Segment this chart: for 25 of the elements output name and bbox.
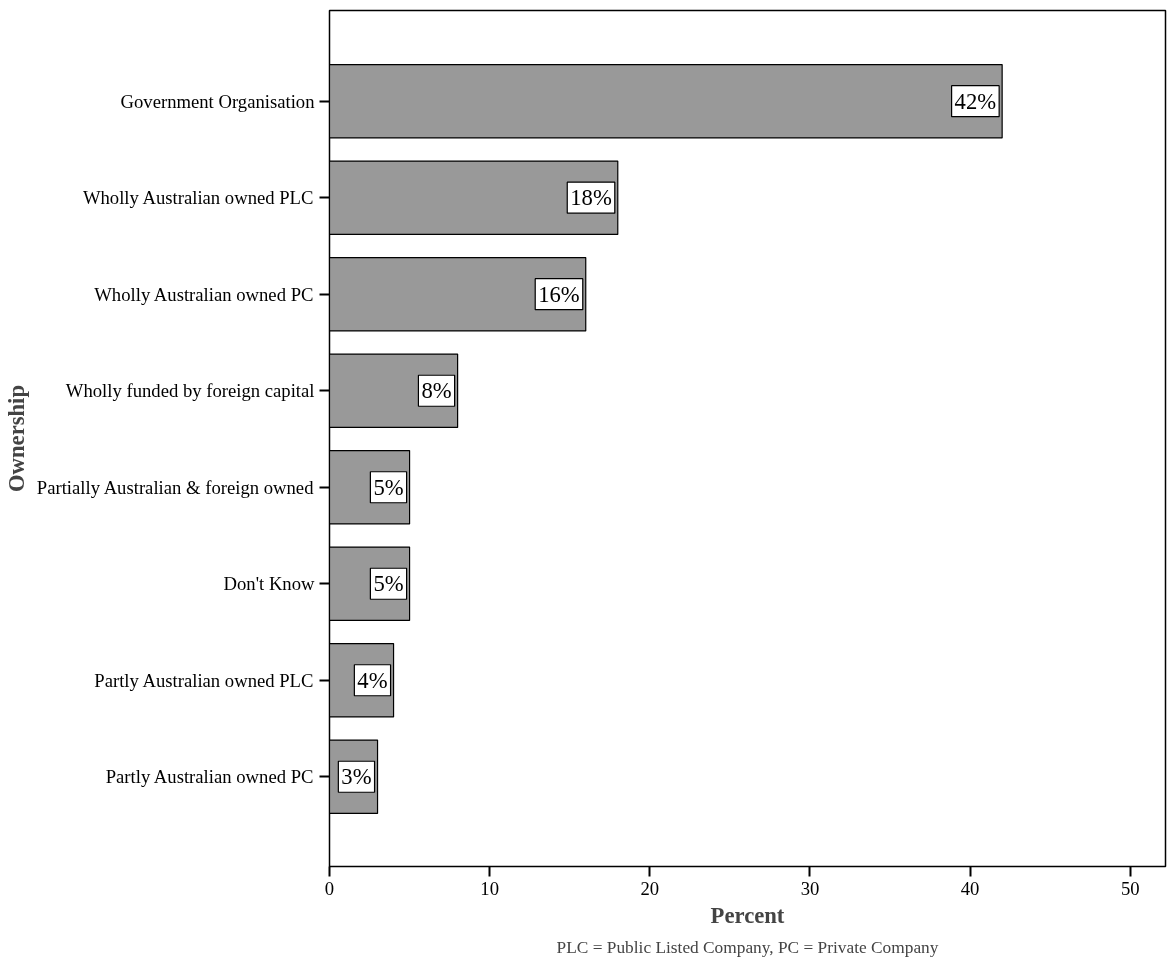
data-label: 5%: [373, 474, 404, 500]
y-axis-title: Ownership: [3, 384, 29, 492]
y-tick-label: Partially Australian & foreign owned: [36, 476, 315, 498]
y-tick-label: Partly Australian owned PC: [105, 766, 314, 788]
y-tick-label: Wholly Australian owned PC: [94, 283, 314, 305]
data-label: 18%: [570, 185, 612, 211]
text: PLC = Public Listed Company, PC = Private Company: [556, 937, 939, 957]
x-tick-label: 40: [960, 877, 980, 899]
x-tick-label: 50: [1120, 877, 1140, 899]
y-tick-label: Partly Australian owned PLC: [94, 669, 314, 691]
x-tick-label: 0: [324, 877, 335, 899]
x-axis-title: Percent: [710, 902, 785, 928]
y-tick-label: Don't Know: [223, 573, 316, 595]
data-label: 16%: [538, 281, 580, 307]
x-tick-label: 10: [480, 877, 499, 899]
y-tick-label: Wholly funded by foreign capital: [65, 380, 315, 402]
data-label: 3%: [341, 764, 372, 790]
data-label: 4%: [357, 667, 388, 693]
y-tick-label: Government Organisation: [120, 90, 316, 112]
x-tick-label: 20: [640, 877, 660, 899]
data-label: 42%: [954, 88, 997, 114]
y-tick-label: Wholly Australian owned PLC: [82, 187, 314, 209]
x-tick-label: 30: [800, 877, 820, 899]
data-label: 5%: [373, 571, 404, 597]
data-label: 8%: [421, 378, 452, 404]
